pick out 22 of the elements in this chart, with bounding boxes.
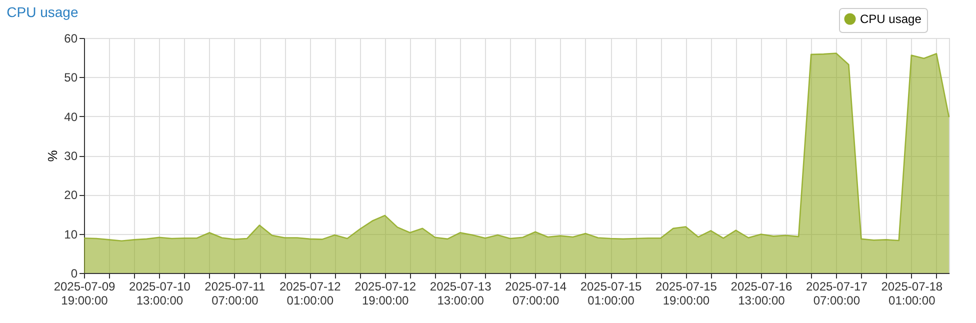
y-tick-label: 20 bbox=[64, 188, 78, 202]
x-tick-label: 2025-07-10 13:00:00 bbox=[129, 280, 191, 308]
x-tick-label: 2025-07-16 13:00:00 bbox=[730, 280, 792, 308]
chart-title: CPU usage bbox=[6, 4, 78, 20]
x-tick-label: 2025-07-17 07:00:00 bbox=[806, 280, 868, 308]
x-tick-label: 2025-07-12 01:00:00 bbox=[279, 280, 342, 308]
y-axis-title: % bbox=[45, 150, 60, 162]
x-tick-label: 2025-07-12 19:00:00 bbox=[354, 280, 416, 308]
x-tick-label: 2025-07-13 13:00:00 bbox=[430, 280, 492, 308]
legend-label: CPU usage bbox=[860, 12, 922, 26]
y-tick-label: 60 bbox=[64, 32, 78, 46]
x-tick-label: 2025-07-14 07:00:00 bbox=[505, 280, 567, 308]
y-tick-label: 10 bbox=[64, 227, 78, 242]
y-tick-label: 50 bbox=[64, 70, 78, 85]
x-tick-label: 2025-07-18 01:00:00 bbox=[881, 280, 943, 308]
y-tick-label: 40 bbox=[64, 110, 78, 124]
x-tick-label: 2025-07-09 19:00:00 bbox=[54, 280, 116, 308]
x-tick-label: 2025-07-15 19:00:00 bbox=[656, 280, 718, 308]
y-tick-label: 30 bbox=[64, 149, 78, 163]
x-tick-label: 2025-07-11 07:00:00 bbox=[204, 280, 266, 308]
y-tick-label: 0 bbox=[70, 266, 78, 280]
x-tick-label: 2025-07-15 01:00:00 bbox=[580, 280, 642, 308]
